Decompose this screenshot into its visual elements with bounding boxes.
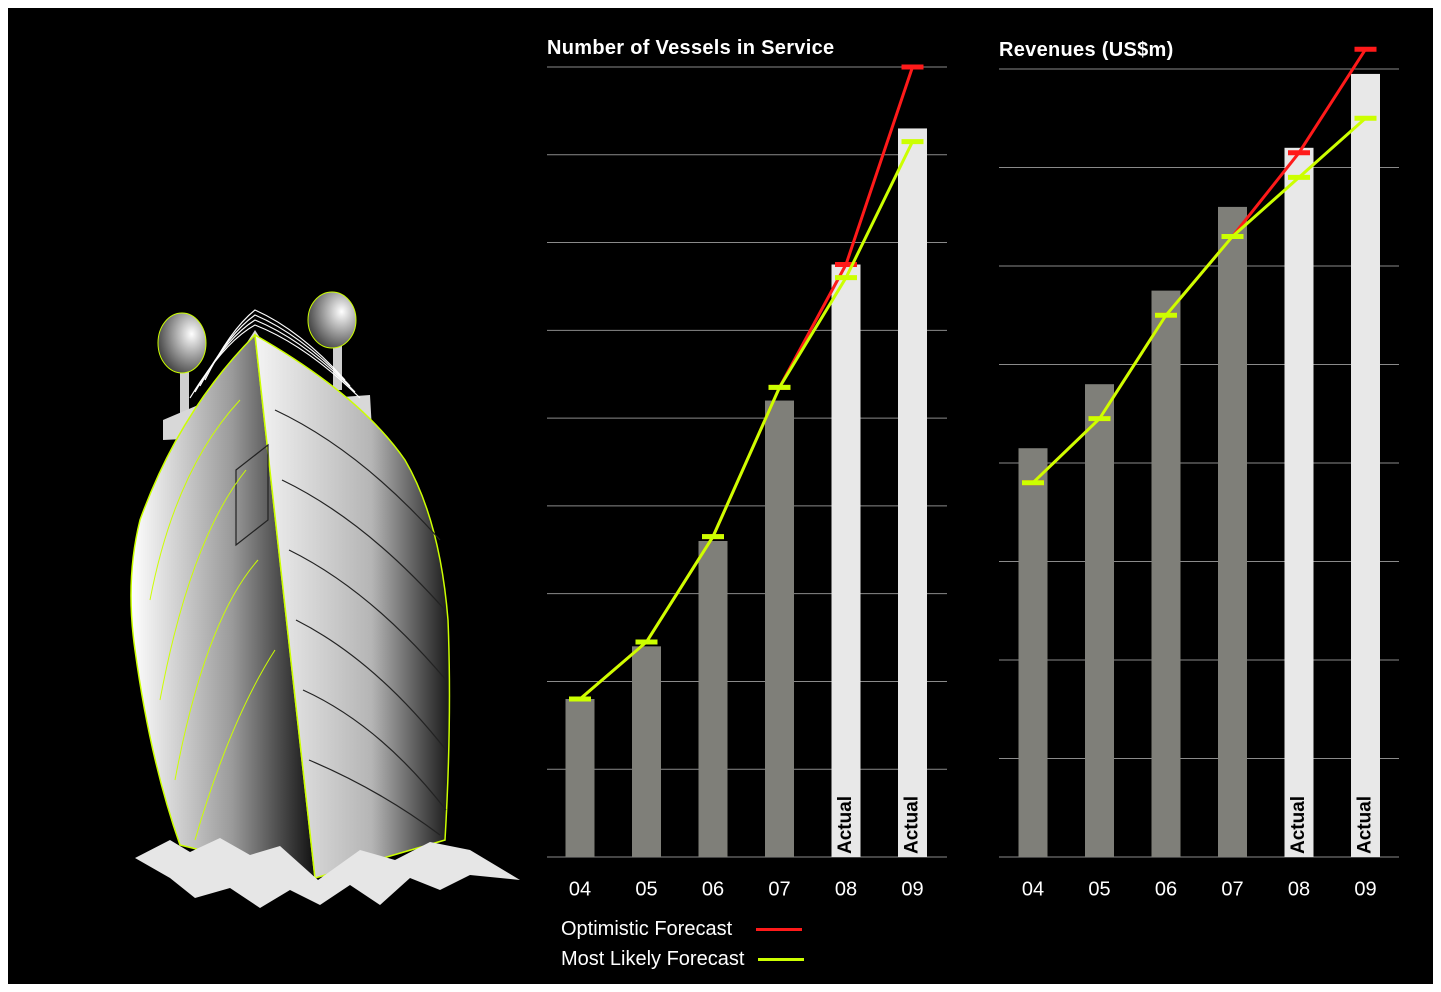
vessels-tick-label: 09 bbox=[901, 878, 923, 900]
legend-most-likely-label: Most Likely Forecast bbox=[561, 948, 745, 970]
legend-optimistic-swatch bbox=[756, 928, 803, 931]
hull-right bbox=[254, 333, 451, 879]
legend-optimistic: Optimistic Forecast bbox=[561, 918, 803, 941]
revenues-bar-08 bbox=[1284, 147, 1314, 858]
revenues-bar-07 bbox=[1218, 206, 1247, 857]
vessels-bar-07 bbox=[765, 400, 794, 857]
revenues-tick-label: 05 bbox=[1088, 878, 1110, 900]
mast-left bbox=[180, 360, 189, 420]
revenues-bar-06 bbox=[1151, 290, 1181, 857]
vessels-tick-label: 08 bbox=[835, 878, 857, 900]
revenues-bar-09 bbox=[1351, 73, 1380, 858]
funnel-left-icon bbox=[157, 312, 207, 374]
vessels-bar-05 bbox=[632, 646, 661, 857]
revenues-bar-04 bbox=[1018, 448, 1048, 857]
legend-optimistic-label: Optimistic Forecast bbox=[561, 918, 733, 940]
vessels-bar-09 bbox=[898, 128, 927, 857]
revenues-tick-label: 04 bbox=[1022, 878, 1044, 900]
revenues-line-most-likely bbox=[1031, 117, 1367, 484]
hull-accent-lines bbox=[149, 399, 276, 841]
vessels-bar-06 bbox=[698, 541, 728, 857]
water-splash bbox=[135, 838, 520, 908]
vessels-bar-04 bbox=[565, 699, 595, 857]
legend-most-likely: Most Likely Forecast bbox=[561, 948, 805, 971]
revenues-bar-label-actual: Actual bbox=[1355, 796, 1376, 854]
vessels-tick-label: 05 bbox=[635, 878, 657, 900]
vessels-bar-label-actual: Actual bbox=[835, 796, 856, 854]
vessels-bar-label-actual: Actual bbox=[902, 796, 923, 854]
vessels-bar-08 bbox=[831, 264, 861, 857]
mast-right bbox=[333, 330, 342, 390]
funnel-right-icon bbox=[307, 291, 357, 349]
revenues-bar-05 bbox=[1085, 384, 1114, 857]
hull-plate-lines bbox=[235, 409, 447, 836]
deck-rails bbox=[189, 309, 361, 399]
legend-most-likely-swatch bbox=[758, 958, 805, 961]
chart-title-revenues: Revenues (US$m) bbox=[999, 39, 1174, 61]
vessels-line-most-likely bbox=[579, 140, 914, 701]
vessels-tick-label: 07 bbox=[768, 878, 790, 900]
revenues-tick-label: 08 bbox=[1288, 878, 1310, 900]
revenues-bar-label-actual: Actual bbox=[1288, 796, 1309, 854]
chart-title-vessels: Number of Vessels in Service bbox=[547, 37, 835, 59]
vessels-tick-label: 04 bbox=[569, 878, 591, 900]
revenues-tick-label: 07 bbox=[1221, 878, 1243, 900]
revenues-tick-label: 06 bbox=[1155, 878, 1177, 900]
vessels-tick-label: 06 bbox=[702, 878, 724, 900]
revenues-tick-label: 09 bbox=[1354, 878, 1376, 900]
hull-left bbox=[130, 333, 316, 879]
